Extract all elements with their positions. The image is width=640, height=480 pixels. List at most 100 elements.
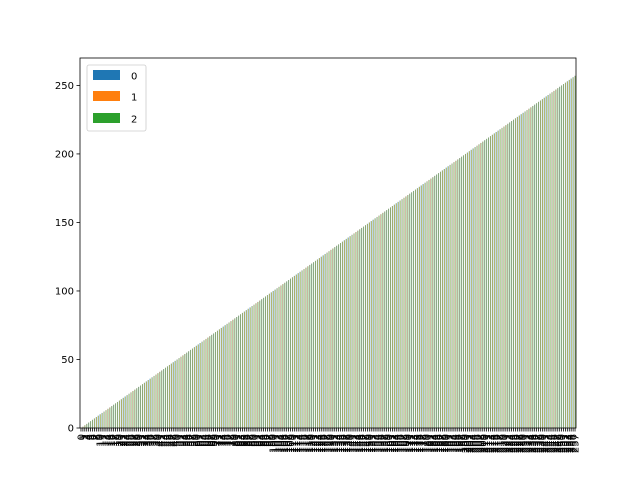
x-tick-label: 62	[196, 434, 207, 447]
x-tick-label: 153	[371, 434, 382, 453]
x-tick-label: 2	[80, 434, 91, 440]
x-tick-label: 31	[136, 434, 147, 447]
x-tick-label: 193	[448, 434, 459, 453]
x-tick-label: 5	[86, 434, 97, 440]
bars-layer	[82, 75, 576, 429]
x-tick-label: 71	[213, 434, 224, 447]
x-tick-label: 73	[217, 434, 228, 447]
x-tick-label: 82	[234, 434, 245, 447]
x-tick-label: 239	[536, 434, 547, 453]
x-tick-label: 116	[299, 434, 310, 453]
x-tick-label: 162	[388, 434, 399, 453]
x-tick-label: 157	[378, 434, 389, 453]
x-tick-label: 76	[223, 434, 234, 447]
x-tick-label: 78	[226, 434, 237, 447]
x-tick-label: 169	[401, 434, 412, 453]
x-tick-label: 222	[503, 434, 514, 453]
x-tick-label: 198	[457, 434, 468, 453]
x-tick-label: 142	[349, 434, 360, 453]
x-tick-label: 240	[538, 434, 549, 453]
x-tick-label: 241	[540, 434, 551, 453]
y-tick-label: 250	[55, 81, 74, 92]
x-tick-label: 93	[255, 434, 266, 447]
x-tick-label: 257	[571, 434, 582, 453]
x-tick-label: 252	[561, 434, 572, 453]
x-tick-label: 49	[171, 434, 182, 447]
x-tick-label: 197	[455, 434, 466, 453]
x-tick-label: 43	[159, 434, 170, 447]
y-tick-label: 50	[61, 355, 74, 366]
x-tick-label: 27	[128, 434, 139, 447]
x-tick-label: 213	[486, 434, 497, 453]
x-tick-label: 32	[138, 434, 149, 447]
x-tick-label: 219	[497, 434, 508, 453]
x-tick-label: 119	[305, 434, 316, 453]
x-tick-label: 166	[396, 434, 407, 453]
x-tick-label: 110	[288, 434, 299, 453]
x-tick-label: 139	[344, 434, 355, 453]
x-tick-label: 133	[332, 434, 343, 453]
x-tick-label: 245	[547, 434, 558, 453]
x-tick-label: 199	[459, 434, 470, 453]
x-tick-label: 164	[392, 434, 403, 453]
x-tick-label: 146	[357, 434, 368, 453]
x-tick-label: 200	[461, 434, 472, 453]
x-tick-label: 128	[323, 434, 334, 453]
y-tick-label: 100	[55, 286, 74, 297]
x-tick-label: 187	[436, 434, 447, 453]
x-tick-label: 15	[105, 434, 116, 447]
x-tick-label: 57	[186, 434, 197, 447]
x-tick-label: 17	[109, 434, 120, 447]
x-tick-label: 177	[417, 434, 428, 453]
x-tick-label: 66	[203, 434, 214, 447]
x-tick-label: 124	[315, 434, 326, 453]
x-tick-label: 111	[290, 434, 301, 453]
x-tick-label: 7	[90, 434, 101, 440]
x-tick-label: 81	[232, 434, 243, 447]
x-tick-label: 45	[163, 434, 174, 447]
x-tick-label: 253	[563, 434, 574, 453]
x-tick-label: 156	[376, 434, 387, 453]
x-tick-label: 203	[467, 434, 478, 453]
x-tick-label: 91	[251, 434, 262, 447]
x-tick-label: 29	[132, 434, 143, 447]
x-tick-label: 88	[246, 434, 257, 447]
x-tick-label: 38	[150, 434, 161, 447]
x-tick-label: 184	[430, 434, 441, 453]
x-tick-label: 65	[201, 434, 212, 447]
x-tick-label: 101	[271, 434, 282, 453]
x-tick-label: 86	[242, 434, 253, 447]
x-tick-label: 28	[130, 434, 141, 447]
x-tick-label: 160	[384, 434, 395, 453]
x-tick-label: 135	[336, 434, 347, 453]
x-tick-label: 172	[407, 434, 418, 453]
x-tick-label: 63	[198, 434, 209, 447]
x-tick-label: 42	[157, 434, 168, 447]
x-tick-label: 25	[125, 434, 136, 447]
x-tick-label: 9	[94, 434, 105, 440]
x-tick-label: 217	[494, 434, 505, 453]
x-tick-label: 97	[263, 434, 274, 447]
x-tick-label: 75	[221, 434, 232, 447]
x-tick-label: 229	[517, 434, 528, 453]
x-tick-label: 181	[424, 434, 435, 453]
x-tick-label: 220	[499, 434, 510, 453]
x-tick-label: 143	[351, 434, 362, 453]
x-tick-label: 144	[353, 434, 364, 453]
x-tick-label: 191	[444, 434, 455, 453]
x-tick-label: 77	[224, 434, 235, 447]
x-tick-label: 149	[363, 434, 374, 453]
x-tick-label: 185	[432, 434, 443, 453]
x-tick-label: 171	[405, 434, 416, 453]
x-tick-label: 64	[200, 434, 211, 447]
y-tick-label: 200	[55, 149, 74, 160]
legend-label: 2	[131, 115, 137, 126]
x-tick-label: 147	[359, 434, 370, 453]
x-tick-label: 68	[207, 434, 218, 447]
y-tick-label: 150	[55, 218, 74, 229]
y-axis: 0 50 100 150 200 250	[55, 81, 80, 435]
x-tick-label: 0	[76, 434, 87, 440]
x-tick-label: 122	[311, 434, 322, 453]
x-tick-label: 208	[476, 434, 487, 453]
x-tick-label: 60	[192, 434, 203, 447]
